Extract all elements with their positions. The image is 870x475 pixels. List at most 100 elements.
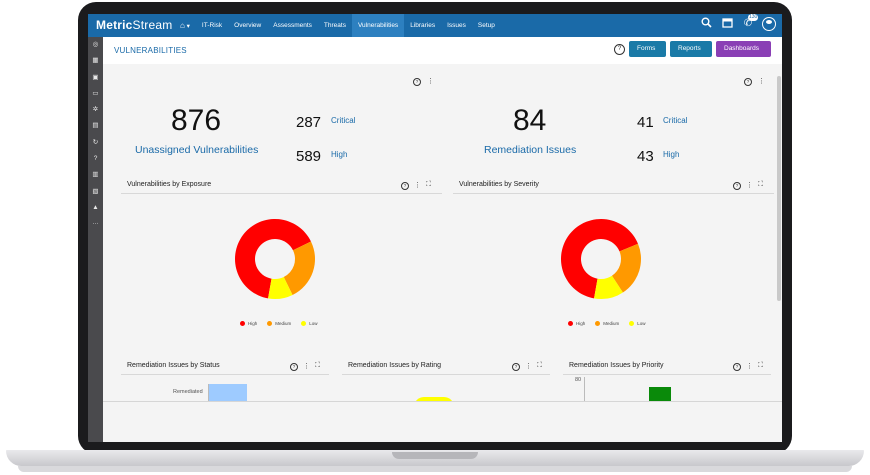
status-bar-remediated[interactable] [209, 384, 247, 402]
scrollbar[interactable] [776, 64, 782, 301]
dashboards-button[interactable]: Dashboards ▾ [716, 41, 771, 68]
page-title: VULNERABILITIES [114, 46, 187, 55]
nav-item-libraries[interactable]: Libraries [410, 22, 436, 29]
exposure-donut-chart [235, 219, 315, 299]
critical-label-left[interactable]: Critical [331, 116, 356, 125]
sidebar-refresh-icon[interactable]: ↻ [92, 138, 99, 146]
rating-chart-title: Remediation Issues by Rating [348, 362, 441, 369]
critical-count-left: 287 [296, 114, 322, 131]
legend-medium[interactable]: Medium [267, 321, 291, 327]
sidebar-report-icon[interactable]: ▥ [92, 171, 99, 179]
brand-logo[interactable]: MetricStream [96, 18, 173, 32]
priority-expand-icon[interactable]: ⛶ [758, 362, 763, 369]
forms-button[interactable]: Forms ▾ [629, 41, 666, 68]
home-menu[interactable]: ⌂ ▾ [180, 21, 190, 30]
sidebar-chart-icon[interactable]: ▦ [92, 57, 99, 65]
unassigned-vulnerabilities-label[interactable]: Unassigned Vulnerabilities [135, 144, 259, 156]
donut-slice-low[interactable] [594, 275, 623, 299]
exposure-expand-icon[interactable]: ⛶ [426, 181, 431, 188]
legend-low[interactable]: Low [629, 321, 646, 327]
user-avatar-icon[interactable] [762, 17, 776, 31]
critical-label-right[interactable]: Critical [663, 116, 688, 125]
page-header: VULNERABILITIES ? Forms ▾ Reports ▾ Dash… [103, 37, 782, 68]
status-axis [208, 384, 209, 402]
status-bar-label: Remediated [173, 389, 203, 395]
high-count-left: 589 [296, 148, 322, 165]
sidebar-warning-icon[interactable]: ▲ [92, 203, 99, 211]
sidebar-help-icon[interactable]: ? [93, 155, 98, 163]
laptop-notch [392, 452, 478, 459]
severity-expand-icon[interactable]: ⛶ [758, 181, 763, 188]
search-icon[interactable] [699, 17, 713, 31]
sidebar-more-icon[interactable]: ··· [92, 220, 99, 228]
priority-info-icon[interactable]: ? [733, 363, 741, 371]
severity-donut-chart [561, 219, 641, 299]
kpi-menu-icon-left[interactable]: ⋮ [427, 78, 434, 85]
legend-high[interactable]: High [568, 321, 585, 327]
sidebar-globe-icon[interactable]: ◎ [92, 41, 99, 48]
calendar-icon[interactable] [720, 17, 734, 31]
sidebar-folder-icon[interactable]: ▧ [92, 187, 99, 195]
rating-expand-icon[interactable]: ⛶ [537, 362, 542, 369]
donut-slice-medium[interactable] [611, 243, 641, 293]
nav-item-issues[interactable]: Issues [447, 22, 466, 29]
high-label-right[interactable]: High [663, 150, 680, 159]
sidebar-display-icon[interactable]: ▭ [92, 89, 99, 97]
unassigned-vulnerabilities-count: 876 [171, 104, 222, 137]
nav-item-setup[interactable]: Setup [477, 22, 495, 29]
severity-legend: High Medium Low [568, 321, 646, 327]
sidebar-document-icon[interactable]: ▤ [92, 122, 99, 130]
nav-item-overview[interactable]: Overview [234, 22, 262, 29]
rating-menu-icon[interactable]: ⋮ [525, 363, 532, 370]
scrollbar-thumb[interactable] [777, 76, 781, 301]
severity-menu-icon[interactable]: ⋮ [746, 182, 753, 189]
priority-chart-title: Remediation Issues by Priority [569, 362, 664, 369]
status-info-icon[interactable]: ? [290, 363, 298, 371]
top-nav: MetricStream ⌂ ▾ IT-Risk Overview Assess… [88, 14, 782, 37]
notification-badge: 130 [748, 14, 759, 21]
severity-info-icon[interactable]: ? [733, 182, 741, 190]
kpi-info-icon-left[interactable]: ? [413, 78, 421, 86]
donut-slice-high[interactable] [235, 219, 311, 299]
priority-title-divider [563, 374, 771, 375]
severity-chart-title: Vulnerabilities by Severity [459, 181, 539, 188]
left-sidebar: ◎ ▦ ▣ ▭ ✲ ▤ ↻ ? ▥ ▧ ▲ ··· [88, 37, 103, 442]
sidebar-monitor-icon[interactable]: ▣ [92, 73, 99, 81]
app-screen: MetricStream ⌂ ▾ IT-Risk Overview Assess… [88, 14, 782, 442]
legend-low[interactable]: Low [301, 321, 318, 327]
exposure-menu-icon[interactable]: ⋮ [414, 182, 421, 189]
rating-title-divider [342, 374, 550, 375]
kpi-menu-icon-right[interactable]: ⋮ [758, 78, 765, 85]
laptop-shadow [18, 466, 852, 472]
priority-menu-icon[interactable]: ⋮ [746, 363, 753, 370]
critical-count-right: 41 [637, 114, 654, 131]
reports-button[interactable]: Reports ▾ [670, 41, 712, 68]
status-expand-icon[interactable]: ⛶ [315, 362, 320, 369]
remediation-issues-label[interactable]: Remediation Issues [484, 144, 577, 156]
severity-title-divider [453, 193, 774, 194]
kpi-info-icon-right[interactable]: ? [744, 78, 752, 86]
exposure-info-icon[interactable]: ? [401, 182, 409, 190]
donut-slice-high[interactable] [561, 219, 638, 299]
donut-slice-medium[interactable] [283, 241, 315, 295]
status-menu-icon[interactable]: ⋮ [303, 363, 310, 370]
nav-item-assessments[interactable]: Assessments [273, 22, 312, 29]
nav-menu: ⌂ ▾ IT-Risk Overview Assessments Threats… [174, 14, 501, 37]
sidebar-gear-icon[interactable]: ✲ [92, 106, 99, 114]
nav-item-it-risk[interactable]: IT-Risk [201, 22, 223, 29]
nav-item-vulnerabilities[interactable]: Vulnerabilities [351, 14, 405, 37]
help-icon[interactable]: ? [614, 44, 625, 55]
dashboard-content: ? ⋮ ? ⋮ 876 Unassigned Vulnerabilities 2… [103, 64, 782, 442]
nav-item-threats[interactable]: Threats [323, 22, 346, 29]
priority-bar[interactable] [649, 387, 671, 402]
high-label-left[interactable]: High [331, 150, 348, 159]
legend-medium[interactable]: Medium [595, 321, 619, 327]
screen-bottom-area [103, 401, 782, 442]
exposure-chart-title: Vulnerabilities by Exposure [127, 181, 212, 188]
phone-icon[interactable]: ✆ 130 [743, 14, 759, 29]
rating-info-icon[interactable]: ? [512, 363, 520, 371]
donut-slice-low[interactable] [268, 276, 293, 299]
exposure-legend: High Medium Low [240, 321, 318, 327]
exposure-title-divider [121, 193, 442, 194]
legend-high[interactable]: High [240, 321, 257, 327]
